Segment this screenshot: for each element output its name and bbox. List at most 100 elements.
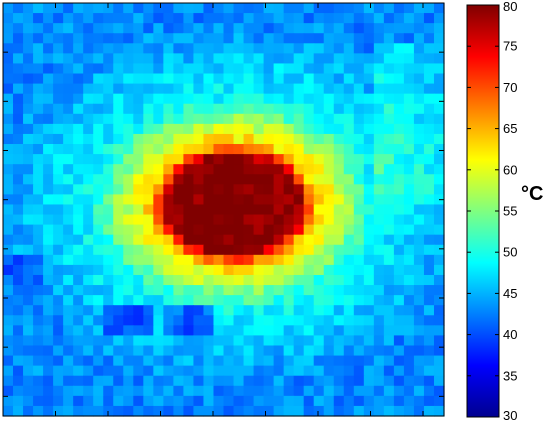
heatmap-cell	[43, 154, 54, 165]
heatmap-cell	[293, 305, 305, 316]
heatmap-cell	[343, 405, 355, 417]
heatmap-cell	[53, 244, 64, 256]
heatmap-cell	[123, 133, 134, 145]
heatmap-cell	[273, 254, 285, 266]
heatmap-cell	[363, 93, 375, 105]
heatmap-cell	[393, 123, 405, 135]
heatmap-cell	[93, 194, 104, 206]
heatmap-cell	[43, 295, 54, 306]
heatmap-cell	[253, 13, 265, 24]
heatmap-cell	[73, 164, 84, 175]
heatmap-cell	[373, 345, 385, 357]
heatmap-cell	[273, 83, 285, 95]
heatmap-cell	[423, 375, 435, 387]
heatmap-cell	[203, 365, 215, 377]
heatmap-cell	[403, 83, 415, 95]
heatmap-cell	[3, 63, 14, 75]
heatmap-cell	[123, 254, 134, 266]
heatmap-cell	[363, 13, 375, 24]
heatmap-cell	[3, 164, 14, 175]
heatmap-cell	[163, 264, 174, 276]
heatmap-cell	[153, 315, 164, 326]
heatmap-cell	[383, 315, 395, 326]
heatmap-cell	[373, 295, 385, 306]
heatmap-cell	[33, 365, 44, 377]
heatmap-cell	[203, 53, 215, 65]
heatmap-cell	[43, 73, 54, 85]
heatmap-cell	[243, 174, 255, 185]
heatmap-cell	[253, 335, 265, 347]
heatmap-cell	[243, 83, 255, 95]
heatmap-cell	[393, 305, 405, 316]
heatmap-cell	[343, 285, 355, 296]
heatmap-cell	[53, 23, 64, 34]
heatmap-cell	[283, 194, 295, 206]
heatmap-cell	[413, 113, 425, 125]
heatmap-cell	[153, 53, 164, 65]
heatmap-cell	[223, 274, 235, 286]
heatmap-cell	[253, 83, 265, 95]
heatmap-cell	[13, 325, 24, 337]
heatmap-cell	[63, 335, 74, 347]
heatmap-cell	[133, 405, 144, 417]
heatmap-cell	[263, 214, 275, 226]
heatmap-cell	[73, 224, 84, 236]
heatmap-cell	[393, 375, 405, 387]
heatmap-cell	[413, 144, 425, 155]
heatmap-cell	[403, 244, 415, 256]
heatmap-cell	[113, 395, 124, 407]
heatmap-cell	[123, 315, 134, 326]
heatmap-cell	[63, 123, 74, 135]
heatmap-cell	[413, 315, 425, 326]
heatmap-cell	[353, 315, 365, 326]
heatmap-cell	[223, 385, 235, 397]
heatmap-cell	[323, 355, 335, 367]
heatmap-cell	[23, 73, 34, 85]
heatmap-cell	[403, 63, 415, 75]
heatmap-cell	[353, 214, 365, 226]
heatmap-cell	[53, 133, 64, 145]
heatmap-cell	[73, 264, 84, 276]
heatmap-cell	[423, 3, 435, 14]
heatmap-cell	[173, 43, 185, 54]
heatmap-cell	[213, 73, 225, 85]
heatmap-cell	[363, 133, 375, 145]
heatmap-cell	[273, 73, 285, 85]
heatmap-cell	[93, 43, 104, 54]
heatmap-cell	[3, 365, 14, 377]
heatmap-cell	[113, 244, 124, 256]
heatmap-cell	[213, 33, 225, 44]
heatmap-cell	[103, 174, 114, 185]
heatmap-cell	[303, 13, 315, 24]
heatmap-cell	[223, 355, 235, 367]
heatmap-cell	[293, 144, 305, 155]
heatmap-cell	[253, 254, 265, 266]
heatmap-cell	[283, 204, 295, 216]
heatmap-cell	[93, 295, 104, 306]
heatmap-cell	[23, 345, 34, 357]
heatmap-cell	[353, 325, 365, 337]
heatmap-cell	[343, 325, 355, 337]
heatmap-cell	[73, 335, 84, 347]
heatmap-cell	[83, 325, 94, 337]
heatmap-cell	[433, 335, 445, 347]
heatmap-cell	[233, 53, 245, 65]
heatmap-cell	[103, 3, 114, 14]
heatmap-cell	[23, 133, 34, 145]
heatmap-cell	[233, 194, 245, 206]
heatmap-cell	[203, 194, 215, 206]
heatmap-cell	[393, 174, 405, 185]
heatmap-cell	[3, 234, 14, 246]
heatmap-cell	[103, 214, 114, 226]
heatmap-cell	[23, 103, 34, 115]
heatmap-cell	[63, 224, 74, 236]
heatmap-cell	[293, 315, 305, 326]
heatmap-cell	[163, 103, 174, 115]
heatmap-cell	[143, 184, 154, 195]
heatmap-cell	[333, 365, 345, 377]
heatmap-cell	[363, 194, 375, 206]
heatmap-cell	[103, 355, 114, 367]
heatmap-cell	[13, 3, 24, 14]
heatmap-cell	[383, 224, 395, 236]
heatmap-cell	[243, 264, 255, 276]
